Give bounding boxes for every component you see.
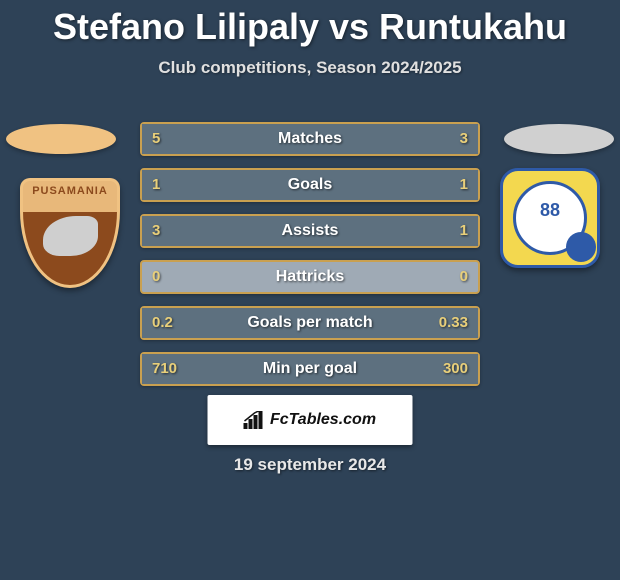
stat-value-right: 0 bbox=[460, 262, 468, 292]
stat-value-left: 0 bbox=[152, 262, 160, 292]
shield-top-text: PUSAMANIA bbox=[23, 185, 117, 197]
stat-value-left: 5 bbox=[152, 124, 160, 154]
stat-value-right: 1 bbox=[460, 170, 468, 200]
page-title: Stefano Lilipaly vs Runtukahu bbox=[0, 0, 620, 48]
stat-value-left: 0.2 bbox=[152, 308, 173, 338]
stat-row: Goals1 1 bbox=[140, 168, 480, 202]
stat-label: Goals bbox=[142, 170, 478, 200]
left-oval bbox=[6, 124, 116, 154]
soccer-ball-icon bbox=[566, 232, 596, 262]
stat-value-right: 1 bbox=[460, 216, 468, 246]
badge-number: 88 bbox=[516, 200, 584, 221]
right-team-crest: 88 bbox=[500, 168, 600, 268]
stat-value-left: 1 bbox=[152, 170, 160, 200]
round-badge-icon: 88 bbox=[500, 168, 600, 268]
stat-row: Min per goal710 300 bbox=[140, 352, 480, 386]
brand-label: FcTables.com bbox=[270, 411, 376, 429]
stat-row: Assists3 1 bbox=[140, 214, 480, 248]
stat-value-right: 3 bbox=[460, 124, 468, 154]
shield-icon: PUSAMANIA bbox=[20, 178, 120, 288]
stat-row: Matches5 3 bbox=[140, 122, 480, 156]
stat-label: Min per goal bbox=[142, 354, 478, 384]
stat-label: Assists bbox=[142, 216, 478, 246]
footer-date: 19 september 2024 bbox=[0, 455, 620, 475]
stat-row: Goals per match0.2 0.33 bbox=[140, 306, 480, 340]
stats-container: Matches53Goals11Assists31Hattricks00Goal… bbox=[140, 122, 480, 398]
stat-value-right: 0.33 bbox=[439, 308, 468, 338]
stat-label: Hattricks bbox=[142, 262, 478, 292]
stat-label: Matches bbox=[142, 124, 478, 154]
subtitle: Club competitions, Season 2024/2025 bbox=[0, 58, 620, 78]
stat-value-left: 710 bbox=[152, 354, 177, 384]
left-team-crest: PUSAMANIA bbox=[20, 178, 120, 278]
right-oval bbox=[504, 124, 614, 154]
stat-label: Goals per match bbox=[142, 308, 478, 338]
stat-value-right: 300 bbox=[443, 354, 468, 384]
stat-value-left: 3 bbox=[152, 216, 160, 246]
brand-logo-icon bbox=[244, 411, 264, 429]
brand-box[interactable]: FcTables.com bbox=[208, 395, 413, 445]
stat-row: Hattricks0 0 bbox=[140, 260, 480, 294]
